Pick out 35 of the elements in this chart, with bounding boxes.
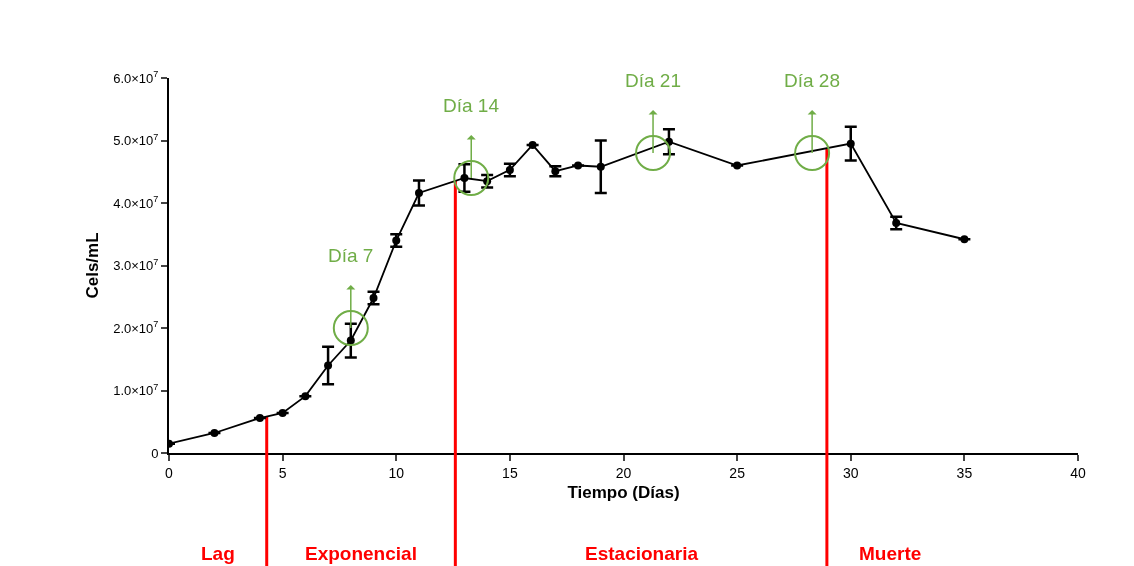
point <box>346 336 355 345</box>
x-tick-label: 15 <box>502 464 518 481</box>
y-tick-label: 5.0×10$^{7}$ <box>113 131 159 149</box>
x-tick-label: 35 <box>956 464 973 481</box>
text: Exponencial <box>305 543 417 564</box>
text: Lag <box>201 543 235 564</box>
y-tick-label: 2.0×10$^{7}$ <box>113 319 159 336</box>
annotation: Día 21 <box>625 70 681 91</box>
x-tick-label: 10 <box>388 464 405 481</box>
y-tick-label: 6.0×10$^{7}$ <box>113 69 159 86</box>
point <box>574 161 583 170</box>
y-tick-label: 4.0×10$^{7}$ <box>113 194 159 211</box>
x-tick-label: 20 <box>615 464 632 481</box>
x-tick-label: 40 <box>1070 464 1086 481</box>
text: Muerte <box>859 543 922 564</box>
y-tick-label: 3.0×10$^{7}$ <box>113 256 159 274</box>
point <box>846 139 855 148</box>
x-tick-label: 0 <box>165 464 174 481</box>
y-tick-label: 1.0×10$^{7}$ <box>113 381 159 399</box>
point <box>255 414 264 422</box>
x-tick-label: 30 <box>842 464 859 481</box>
point <box>414 189 423 197</box>
annotation: Día 7 <box>328 245 374 266</box>
point <box>596 162 605 171</box>
x-tick-label: 25 <box>729 464 746 481</box>
y-tick-label: 0 <box>151 445 159 461</box>
text: Estacionaria <box>585 543 699 564</box>
x-axis-title: Tiempo (Días) <box>567 482 680 502</box>
point <box>733 161 742 170</box>
annotation: Día 14 <box>443 95 500 116</box>
annotation: Día 28 <box>784 70 840 91</box>
point <box>324 361 333 370</box>
y-axis-title: Cels/mL <box>83 232 103 299</box>
point <box>460 174 469 182</box>
x-tick-label: 5 <box>278 464 287 481</box>
